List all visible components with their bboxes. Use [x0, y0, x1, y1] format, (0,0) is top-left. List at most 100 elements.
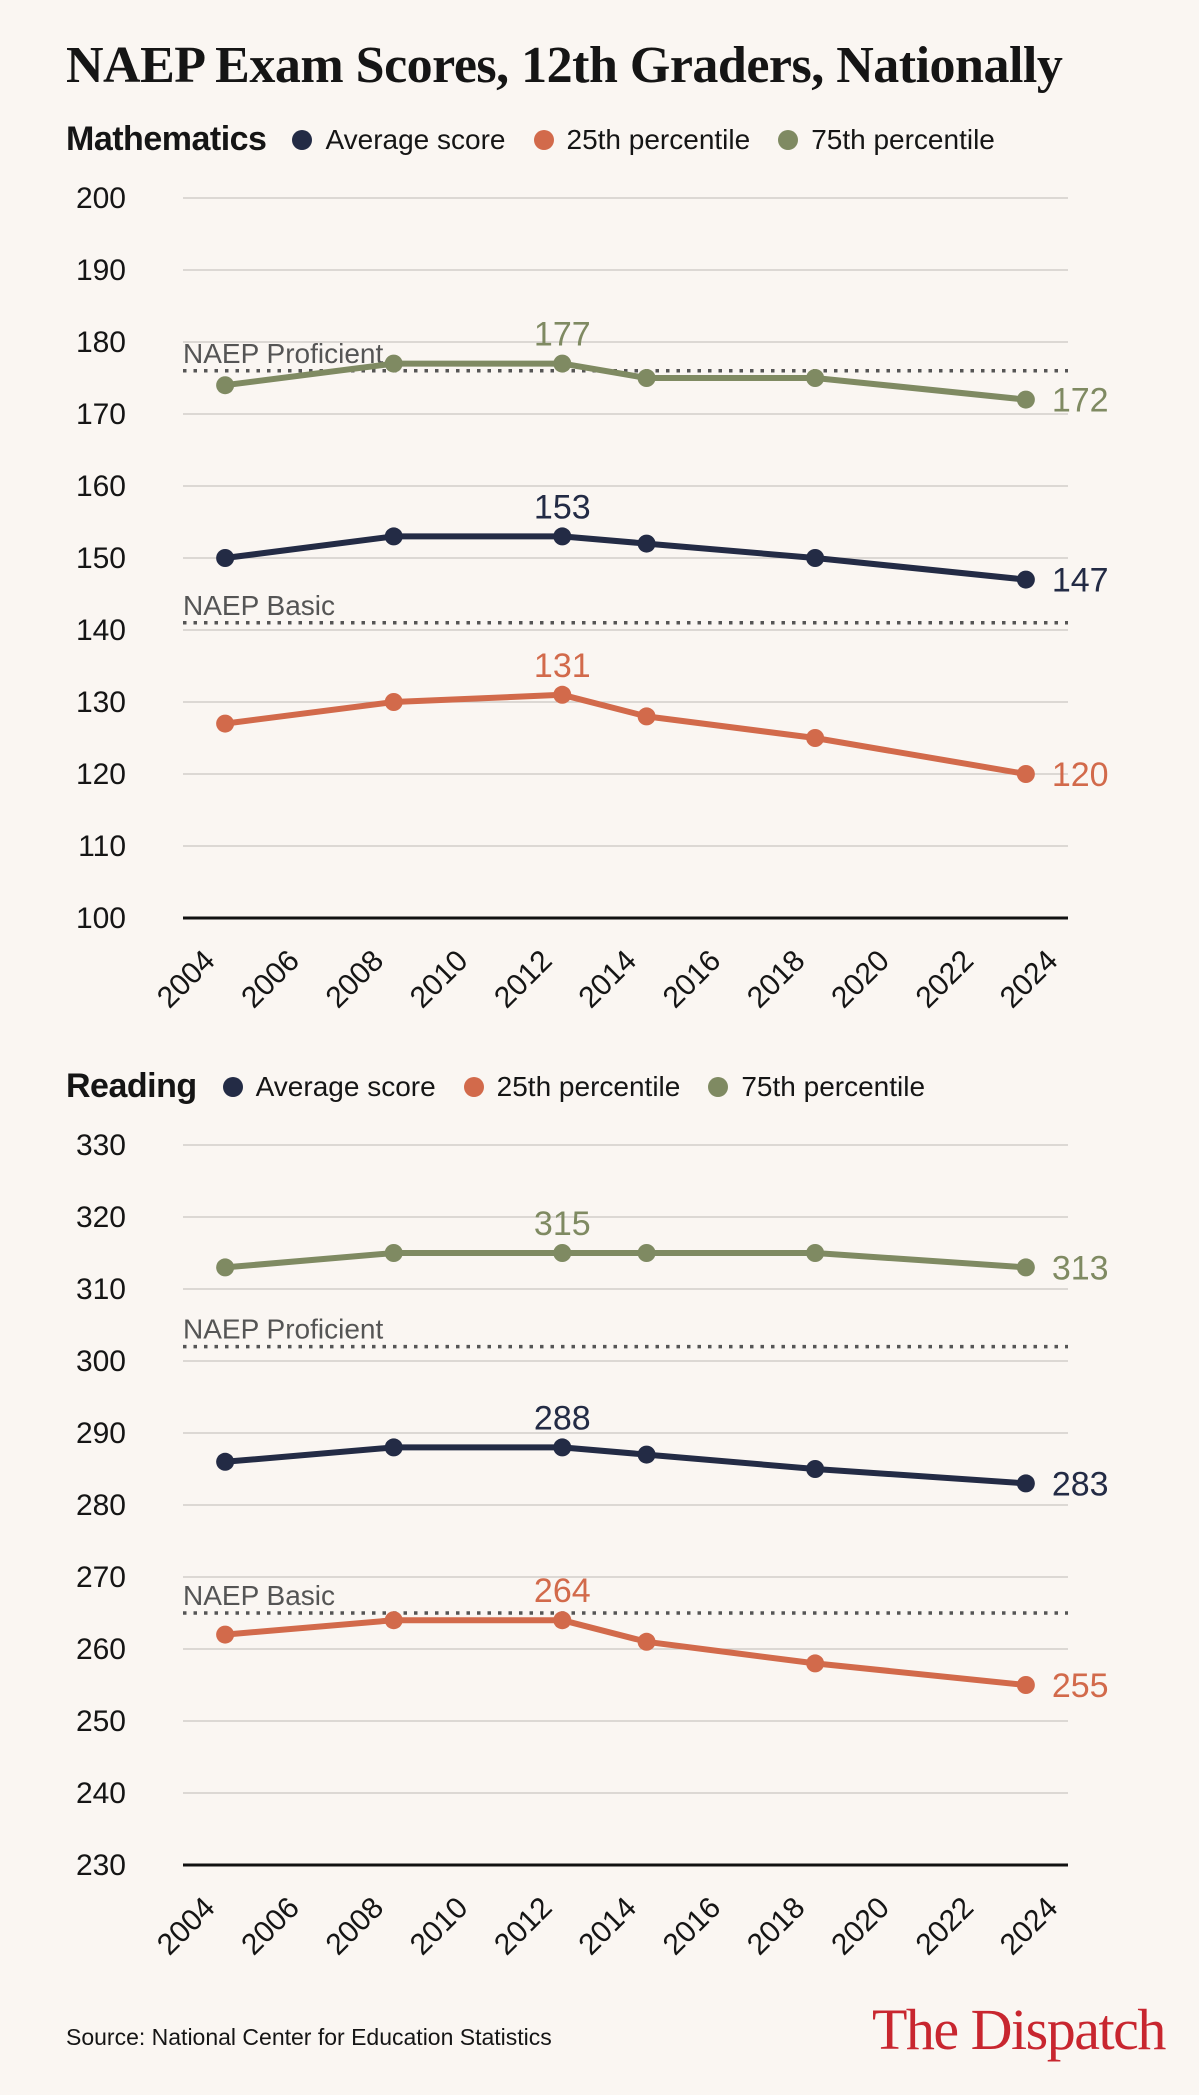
p75-data-label: 315	[534, 1205, 591, 1243]
p75-series-line	[222, 1250, 1029, 1271]
mathematics-legend: Mathematics Average score 25th percentil…	[66, 120, 1023, 159]
reading-chart: Reading Average score 25th percentile 75…	[0, 1065, 1199, 2015]
p25-dot-icon	[533, 129, 554, 150]
p25-dot-icon	[463, 1076, 484, 1097]
p75-data-point	[637, 1244, 656, 1262]
average-data-label: 153	[534, 488, 591, 526]
p75-data-point	[553, 1244, 572, 1262]
p75-data-point	[384, 1244, 403, 1262]
p75-data-point	[806, 1244, 825, 1262]
x-tick-label: 2004	[151, 944, 222, 1015]
p25-data-point	[384, 1611, 403, 1630]
p25-data-label: 255	[1052, 1667, 1109, 1705]
average-data-point	[553, 1438, 572, 1457]
p25-data-point	[1016, 1676, 1035, 1694]
average-data-point	[806, 549, 825, 567]
y-tick-label: 100	[76, 902, 126, 935]
y-tick-label: 160	[76, 470, 126, 503]
reference-line-label: NAEP Proficient	[183, 338, 383, 369]
x-tick-label: 2024	[994, 1891, 1065, 1962]
x-tick-label: 2016	[657, 944, 728, 1015]
p75-data-point	[637, 369, 656, 387]
reading-legend: Reading Average score 25th percentile 75…	[66, 1067, 953, 1106]
x-tick-label: 2010	[404, 1891, 475, 1962]
p75-dot-icon	[708, 1076, 729, 1097]
p75-data-point	[216, 376, 235, 395]
x-tick-label: 2014	[572, 944, 643, 1015]
legend-item-p25: 25th percentile	[463, 1070, 681, 1103]
x-tick-label: 2018	[741, 1891, 812, 1962]
y-tick-label: 310	[76, 1273, 126, 1306]
average-data-point	[1016, 570, 1035, 589]
p25-data-point	[384, 693, 403, 711]
average-dot-icon	[222, 1076, 243, 1097]
p75-data-point	[216, 1258, 235, 1277]
p75-data-label: 172	[1052, 382, 1109, 420]
y-tick-label: 250	[76, 1705, 126, 1738]
average-data-point	[637, 1445, 656, 1464]
p25-series-line	[222, 1617, 1029, 1688]
y-tick-label: 110	[78, 830, 126, 863]
p75-dot-icon	[778, 129, 799, 150]
p25-data-point	[216, 714, 235, 733]
average-dot-icon	[292, 129, 313, 150]
brand-logo: The Dispatch	[872, 1997, 1166, 2062]
average-data-label: 283	[1052, 1465, 1109, 1503]
y-tick-label: 190	[76, 254, 126, 287]
reference-line-label: NAEP Basic	[183, 1580, 335, 1611]
y-tick-label: 270	[76, 1561, 126, 1594]
p25-data-point	[553, 1611, 572, 1630]
x-tick-label: 2010	[404, 944, 475, 1015]
legend-label-p25: 25th percentile	[566, 123, 751, 155]
legend-item-average: Average score	[222, 1070, 436, 1103]
p25-data-point	[637, 1632, 656, 1651]
p25-data-point	[216, 1625, 235, 1644]
x-tick-label: 2006	[235, 1891, 306, 1962]
p25-data-point	[806, 1654, 825, 1673]
y-tick-label: 150	[76, 542, 126, 575]
legend-label-average: Average score	[325, 123, 506, 155]
x-tick-label: 2018	[741, 944, 812, 1015]
reading-chart-title: Reading	[66, 1067, 197, 1105]
p25-data-point	[806, 729, 825, 747]
y-tick-label: 290	[76, 1417, 126, 1450]
y-tick-label: 260	[76, 1633, 126, 1666]
p25-data-point	[553, 685, 572, 704]
legend-item-p25: 25th percentile	[533, 123, 751, 156]
y-tick-label: 180	[76, 326, 126, 359]
p75-data-point	[384, 354, 403, 373]
p25-data-label: 131	[534, 647, 591, 685]
y-tick-label: 280	[76, 1489, 126, 1522]
p75-data-label: 177	[534, 316, 591, 354]
x-tick-label: 2022	[910, 944, 981, 1015]
x-tick-label: 2004	[151, 1891, 222, 1962]
average-data-point	[384, 1438, 403, 1457]
x-tick-label: 2020	[825, 944, 896, 1015]
p75-data-point	[1016, 390, 1035, 409]
average-data-label: 147	[1052, 562, 1109, 600]
p75-data-point	[553, 354, 572, 373]
y-tick-label: 320	[76, 1201, 126, 1234]
legend-label-p75: 75th percentile	[741, 1070, 926, 1102]
x-tick-label: 2008	[320, 944, 391, 1015]
average-data-point	[216, 549, 235, 567]
average-data-point	[553, 527, 572, 546]
p75-series-line	[222, 360, 1029, 403]
y-tick-label: 240	[76, 1777, 126, 1810]
y-tick-label: 170	[76, 398, 126, 431]
legend-label-average: Average score	[255, 1070, 436, 1102]
p75-data-point	[806, 369, 825, 387]
y-tick-label: 230	[76, 1849, 126, 1882]
legend-label-p75: 75th percentile	[811, 123, 995, 155]
p25-data-label: 120	[1052, 756, 1109, 794]
y-tick-label: 330	[76, 1129, 126, 1162]
p75-data-label: 313	[1052, 1249, 1109, 1287]
mathematics-chart: Mathematics Average score 25th percentil…	[0, 118, 1199, 1068]
legend-label-p25: 25th percentile	[496, 1070, 681, 1102]
average-data-point	[637, 534, 656, 553]
y-tick-label: 120	[76, 758, 126, 791]
legend-item-p75: 75th percentile	[778, 124, 995, 156]
p25-data-point	[637, 707, 656, 726]
y-tick-label: 130	[76, 686, 126, 719]
